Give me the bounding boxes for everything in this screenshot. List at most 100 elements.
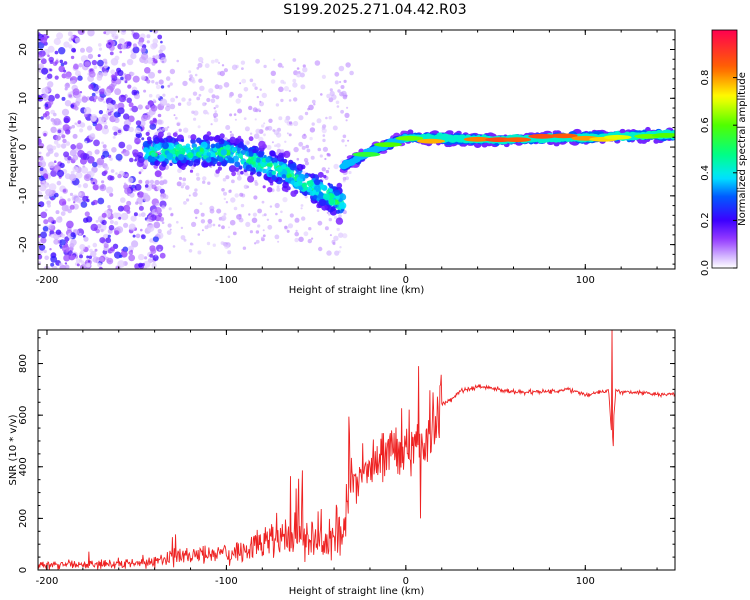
spectrogram-cell xyxy=(333,215,338,220)
spectrogram-cell xyxy=(216,208,222,214)
spectrogram-cell xyxy=(339,202,347,210)
spectrogram-cell xyxy=(117,205,124,212)
spectrogram-cell xyxy=(188,98,192,102)
spectrogram-cell xyxy=(71,194,80,202)
spectrogram-cell xyxy=(51,145,57,150)
spectrogram-cell xyxy=(193,117,197,121)
spectrogram-cell xyxy=(146,40,150,44)
spectrogram-cell xyxy=(127,84,132,89)
spectrogram-cell xyxy=(180,138,185,143)
spectrogram-cell xyxy=(282,197,288,203)
spectrogram-cell xyxy=(180,226,184,230)
spectrogram-cell xyxy=(138,262,143,268)
spectrogram-cell xyxy=(76,263,80,267)
spectrogram-cell xyxy=(92,199,98,205)
spectrogram-cell xyxy=(53,112,57,117)
spectrogram-cell xyxy=(308,227,312,231)
colorbar-tick-label: 0.0 xyxy=(700,260,711,276)
spectrogram-cell xyxy=(140,47,146,53)
spectrogram-cell xyxy=(276,148,282,154)
spectrogram-cell xyxy=(270,70,276,77)
spectrogram-cell xyxy=(183,201,187,205)
spectrogram-cell xyxy=(90,178,98,186)
spectrogram-cell xyxy=(141,137,145,141)
spectrogram-cell xyxy=(115,266,120,269)
x-tick-label: -100 xyxy=(215,275,238,286)
spectrogram-cell xyxy=(326,93,331,99)
spectrogram-cell xyxy=(118,94,127,103)
spectrogram-cell xyxy=(104,61,108,65)
spectrogram-cell xyxy=(68,94,72,98)
spectrogram-cell xyxy=(262,168,267,174)
spectrogram-cell xyxy=(155,168,158,171)
spectrogram-cell xyxy=(239,192,244,197)
snr-series-line xyxy=(38,330,675,570)
spectrogram-cell xyxy=(333,189,341,196)
spectrogram-cell xyxy=(128,223,136,231)
spectrogram-cell xyxy=(272,129,276,132)
spectrogram-cell xyxy=(87,125,93,131)
spectrogram-cell xyxy=(153,58,158,64)
spectrogram-cell xyxy=(169,162,173,166)
spectrogram-cell xyxy=(77,192,82,197)
spectrogram-cell xyxy=(70,170,75,175)
spectrogram-cell xyxy=(304,161,309,166)
spectrogram-cell xyxy=(318,198,327,207)
spectrogram-cell xyxy=(144,67,151,74)
spectrogram-cell xyxy=(313,194,318,200)
spectrogram-cell xyxy=(181,97,186,102)
spectrogram-cell xyxy=(131,89,138,96)
spectrogram-cell xyxy=(130,53,137,60)
spectrogram-cell xyxy=(301,134,307,140)
spectrogram-cell xyxy=(79,122,86,128)
spectrogram-cell xyxy=(346,106,349,109)
spectrogram-cell xyxy=(56,180,62,186)
spectrogram-cell xyxy=(227,250,232,255)
spectrogram-cell xyxy=(229,219,236,226)
spectrogram-cell xyxy=(154,170,162,178)
spectrogram-cell xyxy=(306,148,311,153)
spectrogram-cell xyxy=(217,61,221,64)
spectrogram-cell xyxy=(106,103,113,110)
spectrogram-cell xyxy=(157,228,162,234)
spectrogram-cell xyxy=(169,137,177,144)
spectrogram-cell xyxy=(69,152,73,156)
spectrogram-cell xyxy=(289,163,297,171)
spectrogram-cell xyxy=(234,167,239,172)
spectrogram-cell xyxy=(135,233,141,239)
spectrogram-cell xyxy=(248,105,253,111)
spectrogram-cell xyxy=(96,75,103,81)
colorbar-tick-label: 0.6 xyxy=(700,117,711,133)
spectrogram-cell xyxy=(255,128,261,134)
spectrogram-core xyxy=(395,135,424,141)
colorbar-tick-label: 0.4 xyxy=(700,165,711,181)
spectrogram-cell xyxy=(99,256,104,262)
spectrogram-cell xyxy=(61,96,66,101)
spectrogram-cell xyxy=(327,167,330,170)
spectrogram-cell xyxy=(101,113,109,121)
spectrogram-cell xyxy=(263,122,266,125)
spectrogram-cell xyxy=(172,245,176,248)
spectrogram-cell xyxy=(318,246,323,252)
spectrogram-cell xyxy=(70,239,77,246)
spectrogram-cell xyxy=(111,147,117,153)
spectrogram-cell xyxy=(64,262,68,265)
spectrogram-cell xyxy=(90,133,96,138)
spectrogram-cell xyxy=(56,216,63,223)
spectrogram-cell xyxy=(243,117,247,120)
spectrogram-cell xyxy=(178,128,182,132)
spectrogram-cell xyxy=(242,246,247,250)
spectrogram-cell xyxy=(160,57,167,64)
spectrogram-cell xyxy=(347,139,350,142)
spectrogram-cell xyxy=(86,263,91,268)
spectrogram-cell xyxy=(138,37,145,43)
spectrogram-cell xyxy=(167,84,171,88)
spectrogram-cell xyxy=(304,195,308,199)
y-tick-label: 20 xyxy=(18,43,29,56)
spectrogram-cell xyxy=(62,189,67,193)
spectrogram-cell xyxy=(156,155,160,159)
y-axis-label: Frequency (Hz) xyxy=(8,112,19,188)
spectrogram-cell xyxy=(136,160,144,168)
spectrogram-cell xyxy=(257,224,261,228)
